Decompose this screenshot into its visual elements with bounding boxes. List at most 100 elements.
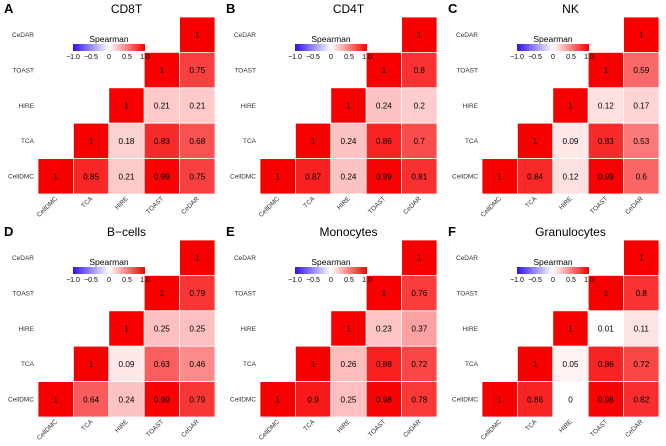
cell-value-label: 0.75: [189, 66, 205, 75]
panel-c-letter: C: [448, 1, 458, 16]
cell-value-label: 0.63: [154, 360, 170, 369]
cell-value-label: 1: [346, 102, 351, 111]
cell-value-label: 0.88: [376, 360, 392, 369]
heatmap-cell: [365, 87, 403, 124]
cell-value-label: 0.99: [154, 395, 170, 404]
row-label: HIRE: [240, 103, 256, 110]
heatmap-cell: [37, 381, 74, 418]
panel-a-title: CD8T: [111, 2, 143, 16]
heatmap-cell: [401, 158, 438, 195]
cell-value-label: 0.21: [154, 102, 170, 111]
cell-value-label: 1: [417, 254, 422, 263]
legend-tick-label: 0: [329, 54, 333, 61]
legend-title: Spearman: [311, 34, 350, 44]
cell-value-label: 0.37: [411, 325, 427, 334]
heatmap-cell: [330, 122, 367, 159]
panel-d-legend: Spearman −1.0 −0.5 0 0.5 1.0: [66, 257, 150, 284]
cell-value-label: 0.24: [341, 172, 357, 181]
row-label: TOAST: [12, 290, 34, 297]
cell-value-label: 0.83: [598, 137, 614, 146]
cell-value-label: 0.59: [633, 66, 649, 75]
legend-tick-label: 0.5: [344, 277, 354, 284]
cell-value-label: 0.6: [636, 172, 648, 181]
panel-c-legend: Spearman −1.0 −0.5 0 0.5 1.0: [510, 34, 594, 61]
heatmap-cell: [587, 274, 625, 312]
column-label: TCA: [302, 195, 317, 210]
cell-value-label: 0.24: [119, 395, 135, 404]
cell-value-label: 0.98: [376, 395, 392, 404]
column-label: CeDAR: [180, 418, 201, 439]
column-label: CellDMC: [480, 195, 504, 219]
heatmap-cell: [587, 345, 625, 383]
cell-value-label: 1: [89, 137, 94, 146]
column-label: TCA: [302, 418, 317, 433]
column-label: HIRE: [558, 418, 574, 434]
heatmap-cell: [330, 310, 367, 347]
cell-value-label: 1: [311, 137, 316, 146]
cell-value-label: 0.09: [119, 360, 135, 369]
heatmap-cell: [623, 239, 660, 276]
heatmap-cell: [179, 345, 216, 383]
heatmap-cell: [517, 122, 554, 159]
cell-value-label: 0.79: [189, 395, 205, 404]
cell-value-label: 0.8: [414, 66, 426, 75]
column-label: CeDAR: [180, 195, 201, 216]
column-label: CeDAR: [402, 418, 423, 439]
panel-a-legend: Spearman −1.0 −0.5 0 0.5 1.0: [66, 34, 150, 61]
heatmap-cell: [401, 52, 438, 89]
cell-value-label: 1: [53, 172, 58, 181]
cell-value-label: 0.79: [189, 289, 205, 298]
panel-d-title: B−cells: [107, 225, 146, 239]
column-label: CellDMC: [258, 195, 282, 219]
heatmap-cell: [623, 310, 660, 347]
cell-value-label: 0.25: [341, 395, 357, 404]
cell-value-label: 0.11: [634, 325, 650, 334]
legend-colorbar: [517, 267, 589, 274]
cell-value-label: 0.98: [598, 395, 614, 404]
legend-title: Spearman: [311, 257, 350, 267]
cell-value-label: 1: [53, 395, 58, 404]
heatmap-cell: [179, 158, 216, 195]
heatmap-cell: [552, 345, 589, 383]
heatmap-cell: [623, 345, 660, 383]
cell-value-label: 0.01: [598, 325, 614, 334]
legend-tick-label: 1.0: [362, 277, 372, 284]
legend-tick-label: 0.5: [566, 54, 576, 61]
legend-tick-label: −1.0: [66, 54, 80, 61]
cell-value-label: 1: [497, 395, 502, 404]
panel-a-letter: A: [4, 1, 14, 16]
heatmap-cell: [365, 381, 403, 418]
legend-tick-label: −1.0: [288, 54, 302, 61]
legend-colorbar: [517, 44, 589, 51]
row-label: CellDMC: [230, 174, 256, 181]
column-label: TCA: [524, 418, 539, 433]
panel-f-letter: F: [448, 224, 456, 239]
legend-tick-label: 1.0: [584, 54, 594, 61]
legend-tick-label: 1.0: [584, 277, 594, 284]
column-label: TOAST: [367, 418, 387, 438]
cell-value-label: 1: [311, 360, 316, 369]
heatmap-cell: [517, 381, 554, 418]
legend-tick-label: 0: [551, 54, 555, 61]
heatmap-cell: [401, 345, 438, 383]
row-label: TOAST: [456, 67, 478, 74]
panel-b-legend: Spearman −1.0 −0.5 0 0.5 1.0: [288, 34, 372, 61]
cell-value-label: 0.78: [411, 395, 427, 404]
cell-value-label: 0.09: [563, 137, 579, 146]
column-label: HIRE: [336, 418, 352, 434]
cell-value-label: 1: [346, 325, 351, 334]
row-label: CeDAR: [456, 32, 478, 39]
heatmap-cell: [294, 122, 332, 159]
heatmap-cell: [552, 158, 589, 195]
panel-a: A CD8T 1 1 0.75 1 0.21 0.21 1 0.18 0.83 0.68 1 0.85 0.…: [4, 1, 216, 219]
heatmap-cell: [179, 122, 216, 159]
panel-f-title: Granulocytes: [535, 225, 606, 239]
row-label: HIRE: [18, 326, 34, 333]
row-label: TCA: [21, 361, 35, 368]
column-label: TCA: [80, 418, 95, 433]
cell-value-label: 0.2: [414, 102, 426, 111]
cell-value-label: 1: [89, 360, 94, 369]
heatmap-cell: [587, 122, 625, 159]
legend-tick-label: 0: [329, 277, 333, 284]
cell-value-label: 0.82: [633, 395, 649, 404]
